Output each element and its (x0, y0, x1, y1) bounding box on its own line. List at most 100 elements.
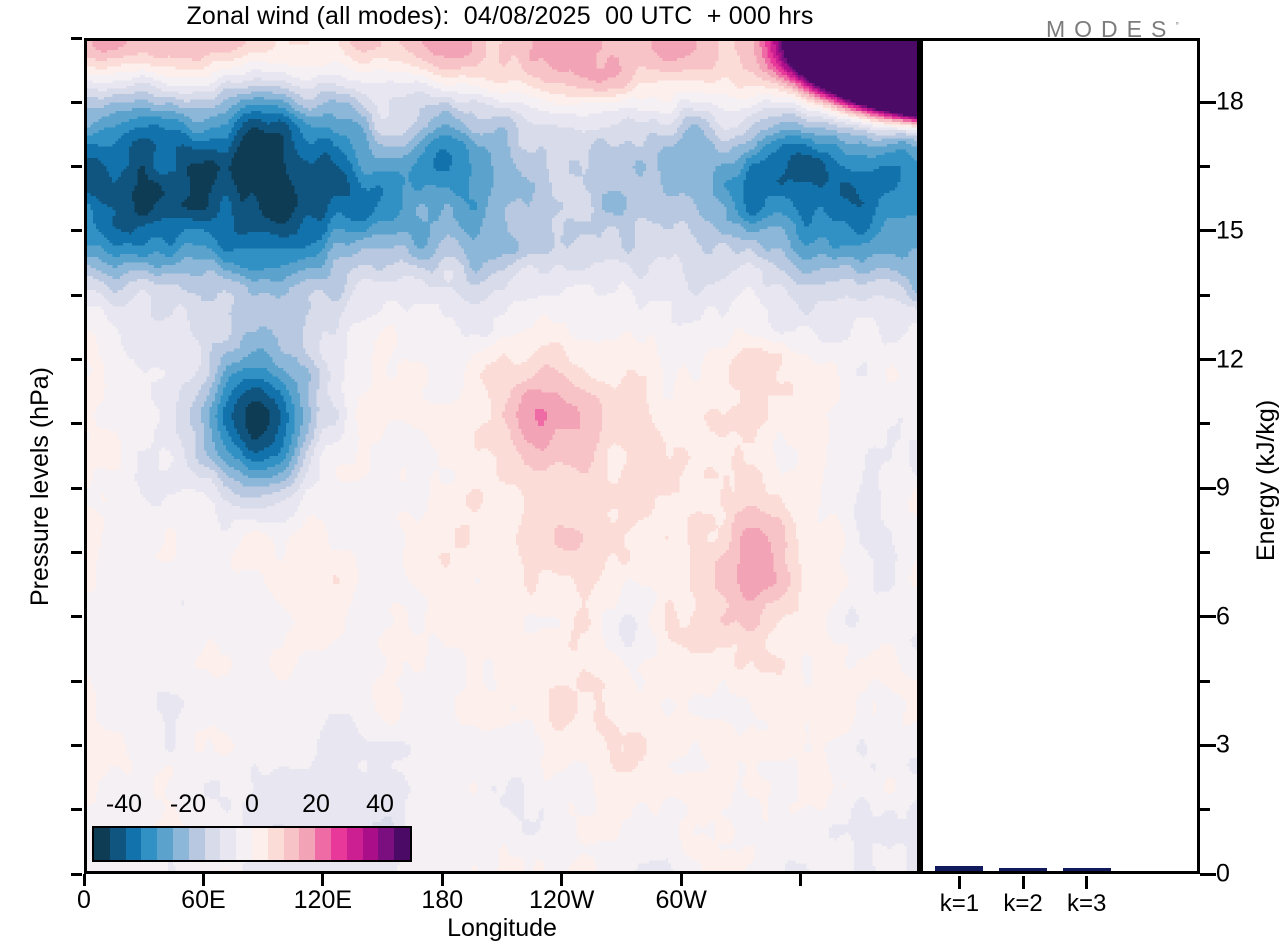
energy-tick-label-0: 0 (1216, 859, 1230, 888)
colorbar-swatch-10 (251, 828, 268, 860)
energy-minor-tick (1200, 293, 1210, 297)
y-tick-mark (71, 100, 82, 104)
x-tick-mark (201, 874, 205, 886)
modal-energy-panel (920, 38, 1200, 874)
energy-minor-tick (1200, 808, 1210, 812)
contour-band-17 (773, 41, 915, 120)
colorbar-tick-40: 40 (366, 790, 394, 818)
contour-band-0 (131, 126, 298, 440)
colorbar-swatch-8 (220, 828, 237, 860)
colorbar-swatch-13 (299, 828, 316, 860)
energy-bar-k=2 (999, 868, 1048, 871)
contour-band-10 (87, 41, 917, 871)
y-tick-mark (71, 679, 82, 683)
energy-bar-k=3 (1062, 868, 1111, 871)
x-tick-label-60E: 60E (181, 886, 226, 914)
colorbar-swatch-14 (315, 828, 331, 860)
contour-band-11 (87, 41, 917, 772)
contour-field (87, 41, 917, 871)
k-tick-mark-2 (1021, 876, 1025, 889)
y-tick-mark (71, 808, 82, 812)
colorbar-swatch-18 (378, 828, 395, 860)
y-tick-mark (71, 358, 82, 362)
energy-tick-label-18: 18 (1216, 87, 1244, 116)
page-title: Zonal wind (all modes): 04/08/2025 00 UT… (186, 2, 814, 30)
colorbar-swatch-9 (236, 828, 252, 860)
colorbar-swatch-2 (125, 828, 142, 860)
k-tick-label-k=1: k=1 (939, 890, 980, 917)
x-tick-mark (82, 874, 86, 886)
colorbar-swatch-12 (283, 828, 300, 860)
colorbar-swatch-17 (362, 828, 379, 860)
y-tick-mark (71, 486, 82, 490)
energy-tick-mark (1200, 486, 1216, 490)
colorbar-swatch-4 (157, 828, 173, 860)
energy-tick-label-15: 15 (1216, 216, 1244, 245)
x-tick-label-120E: 120E (293, 886, 353, 914)
energy-bar-k=1 (935, 865, 984, 871)
y-tick-mark (71, 36, 82, 40)
energy-minor-tick (1200, 165, 1210, 169)
k-tick-mark-3 (1085, 876, 1089, 889)
x-tick-mark (679, 874, 683, 886)
y-tick-mark (71, 293, 82, 297)
x-axis-label: Longitude (447, 914, 557, 942)
x-tick-label-0: 0 (77, 886, 91, 914)
k-tick-label-k=2: k=2 (1003, 890, 1043, 917)
energy-tick-label-3: 3 (1216, 730, 1230, 759)
colorbar-swatch-11 (267, 828, 284, 860)
energy-tick-mark (1200, 743, 1216, 747)
colorbar-tick-20: 20 (302, 790, 330, 818)
contour-band-19 (781, 41, 917, 117)
contour-band-5 (87, 90, 917, 488)
colorbar-tick--40: -40 (105, 790, 143, 818)
watermark-mark: ° (1175, 20, 1179, 31)
energy-axis-label: Energy (kJ/kg) (1252, 399, 1280, 561)
colorbar (92, 826, 412, 862)
y-tick-mark (71, 615, 82, 619)
x-tick-label-60W: 60W (655, 886, 707, 914)
energy-minor-tick (1200, 550, 1210, 554)
k-tick-label-k=3: k=3 (1067, 890, 1107, 917)
colorbar-swatch-0 (94, 828, 110, 860)
zonal-wind-contour-panel (84, 38, 920, 874)
y-axis-label: Pressure levels (hPa) (26, 367, 54, 606)
contour-band-6 (87, 85, 917, 499)
x-tick-mark (440, 874, 444, 886)
energy-tick-mark (1200, 358, 1216, 362)
y-tick-mark (71, 229, 82, 233)
colorbar-tick--20: -20 (169, 790, 207, 818)
modes-watermark: MODES° (1046, 16, 1179, 43)
energy-tick-label-9: 9 (1216, 473, 1230, 502)
energy-minor-tick (1200, 422, 1210, 426)
colorbar-swatch-16 (346, 828, 363, 860)
y-tick-mark (71, 165, 82, 169)
energy-tick-mark (1200, 229, 1216, 233)
x-tick-label-120W: 120W (529, 886, 595, 914)
y-tick-mark (71, 422, 82, 426)
x-tick-label-180: 180 (421, 886, 464, 914)
energy-tick-mark (1200, 100, 1216, 104)
energy-minor-tick (1200, 679, 1210, 683)
energy-tick-label-12: 12 (1216, 345, 1244, 374)
contour-band-2 (87, 110, 901, 463)
contour-band-7 (87, 76, 917, 836)
y-tick-mark (71, 743, 82, 747)
colorbar-swatch-6 (188, 828, 205, 860)
energy-tick-label-6: 6 (1216, 602, 1230, 631)
colorbar-tick-0: 0 (245, 790, 259, 818)
colorbar-swatch-19 (394, 828, 410, 860)
x-tick-mark (321, 874, 325, 886)
y-tick-mark (71, 550, 82, 554)
colorbar-swatch-5 (172, 828, 189, 860)
energy-tick-mark (1200, 615, 1216, 619)
colorbar-swatch-7 (204, 828, 221, 860)
watermark-text: MODES (1046, 16, 1176, 42)
colorbar-swatch-15 (330, 828, 347, 860)
k-tick-mark-1 (957, 876, 961, 889)
y-tick-mark (71, 872, 82, 876)
x-tick-mark (560, 874, 564, 886)
colorbar-swatch-3 (141, 828, 158, 860)
contour-band-4 (87, 96, 917, 479)
colorbar-swatch-1 (109, 828, 126, 860)
